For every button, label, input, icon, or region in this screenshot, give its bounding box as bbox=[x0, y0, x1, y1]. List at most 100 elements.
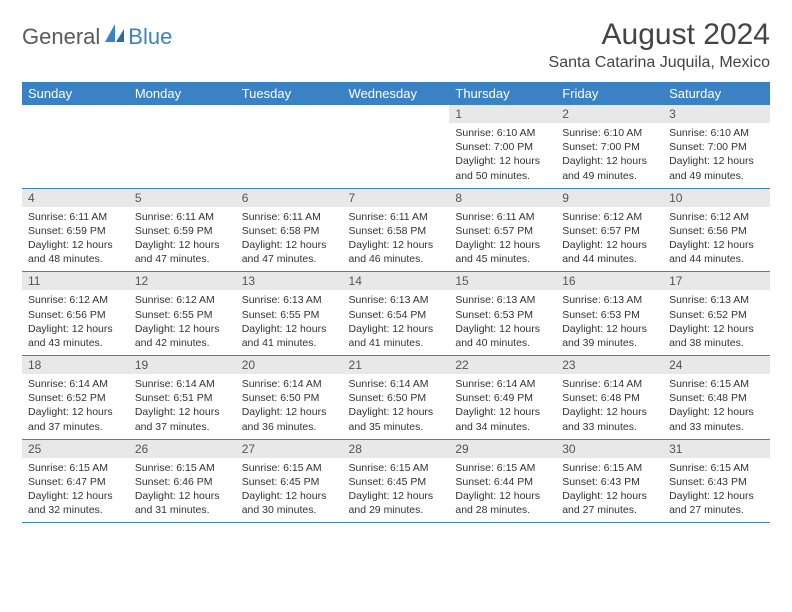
calendar-day-cell bbox=[22, 105, 129, 188]
day-number: 8 bbox=[449, 189, 556, 207]
calendar-day-cell: 26Sunrise: 6:15 AMSunset: 6:46 PMDayligh… bbox=[129, 439, 236, 523]
calendar-day-cell: 19Sunrise: 6:14 AMSunset: 6:51 PMDayligh… bbox=[129, 356, 236, 440]
day-data: Sunrise: 6:15 AMSunset: 6:43 PMDaylight:… bbox=[663, 458, 770, 523]
calendar-week-row: 1Sunrise: 6:10 AMSunset: 7:00 PMDaylight… bbox=[22, 105, 770, 188]
calendar-day-cell bbox=[343, 105, 450, 188]
day-number: 24 bbox=[663, 356, 770, 374]
day-number: 19 bbox=[129, 356, 236, 374]
calendar-day-cell: 18Sunrise: 6:14 AMSunset: 6:52 PMDayligh… bbox=[22, 356, 129, 440]
calendar-day-cell: 8Sunrise: 6:11 AMSunset: 6:57 PMDaylight… bbox=[449, 188, 556, 272]
day-number: 18 bbox=[22, 356, 129, 374]
calendar-day-cell: 17Sunrise: 6:13 AMSunset: 6:52 PMDayligh… bbox=[663, 272, 770, 356]
day-number: 1 bbox=[449, 105, 556, 123]
weekday-header: Thursday bbox=[449, 82, 556, 105]
day-number: 12 bbox=[129, 272, 236, 290]
day-data: Sunrise: 6:14 AMSunset: 6:49 PMDaylight:… bbox=[449, 374, 556, 439]
day-number: 6 bbox=[236, 189, 343, 207]
day-number: 11 bbox=[22, 272, 129, 290]
calendar-day-cell: 10Sunrise: 6:12 AMSunset: 6:56 PMDayligh… bbox=[663, 188, 770, 272]
day-number: 9 bbox=[556, 189, 663, 207]
day-data: Sunrise: 6:14 AMSunset: 6:50 PMDaylight:… bbox=[236, 374, 343, 439]
day-number: 16 bbox=[556, 272, 663, 290]
day-number: 2 bbox=[556, 105, 663, 123]
day-data: Sunrise: 6:11 AMSunset: 6:57 PMDaylight:… bbox=[449, 207, 556, 272]
calendar-day-cell bbox=[236, 105, 343, 188]
day-number: 21 bbox=[343, 356, 450, 374]
weekday-header: Monday bbox=[129, 82, 236, 105]
calendar-week-row: 11Sunrise: 6:12 AMSunset: 6:56 PMDayligh… bbox=[22, 272, 770, 356]
day-data: Sunrise: 6:15 AMSunset: 6:48 PMDaylight:… bbox=[663, 374, 770, 439]
calendar-day-cell: 15Sunrise: 6:13 AMSunset: 6:53 PMDayligh… bbox=[449, 272, 556, 356]
day-data: Sunrise: 6:10 AMSunset: 7:00 PMDaylight:… bbox=[556, 123, 663, 188]
calendar-day-cell: 5Sunrise: 6:11 AMSunset: 6:59 PMDaylight… bbox=[129, 188, 236, 272]
day-data: Sunrise: 6:13 AMSunset: 6:54 PMDaylight:… bbox=[343, 290, 450, 355]
calendar-day-cell: 12Sunrise: 6:12 AMSunset: 6:55 PMDayligh… bbox=[129, 272, 236, 356]
day-data: Sunrise: 6:14 AMSunset: 6:52 PMDaylight:… bbox=[22, 374, 129, 439]
day-number: 3 bbox=[663, 105, 770, 123]
logo-text-blue: Blue bbox=[128, 24, 172, 50]
title-block: August 2024 Santa Catarina Juquila, Mexi… bbox=[549, 18, 770, 72]
day-data: Sunrise: 6:12 AMSunset: 6:55 PMDaylight:… bbox=[129, 290, 236, 355]
day-data: Sunrise: 6:13 AMSunset: 6:52 PMDaylight:… bbox=[663, 290, 770, 355]
weekday-header: Tuesday bbox=[236, 82, 343, 105]
day-data: Sunrise: 6:12 AMSunset: 6:56 PMDaylight:… bbox=[22, 290, 129, 355]
calendar-day-cell: 20Sunrise: 6:14 AMSunset: 6:50 PMDayligh… bbox=[236, 356, 343, 440]
day-data: Sunrise: 6:10 AMSunset: 7:00 PMDaylight:… bbox=[663, 123, 770, 188]
weekday-header: Wednesday bbox=[343, 82, 450, 105]
calendar-day-cell: 2Sunrise: 6:10 AMSunset: 7:00 PMDaylight… bbox=[556, 105, 663, 188]
logo-sail-icon bbox=[104, 23, 126, 48]
day-data: Sunrise: 6:14 AMSunset: 6:48 PMDaylight:… bbox=[556, 374, 663, 439]
day-data: Sunrise: 6:12 AMSunset: 6:57 PMDaylight:… bbox=[556, 207, 663, 272]
calendar-day-cell: 28Sunrise: 6:15 AMSunset: 6:45 PMDayligh… bbox=[343, 439, 450, 523]
day-data: Sunrise: 6:15 AMSunset: 6:45 PMDaylight:… bbox=[236, 458, 343, 523]
calendar-day-cell: 22Sunrise: 6:14 AMSunset: 6:49 PMDayligh… bbox=[449, 356, 556, 440]
day-data: Sunrise: 6:13 AMSunset: 6:53 PMDaylight:… bbox=[449, 290, 556, 355]
calendar-day-cell: 1Sunrise: 6:10 AMSunset: 7:00 PMDaylight… bbox=[449, 105, 556, 188]
day-number: 13 bbox=[236, 272, 343, 290]
day-number: 15 bbox=[449, 272, 556, 290]
day-data: Sunrise: 6:11 AMSunset: 6:58 PMDaylight:… bbox=[343, 207, 450, 272]
weekday-header: Saturday bbox=[663, 82, 770, 105]
location: Santa Catarina Juquila, Mexico bbox=[549, 54, 770, 72]
calendar-day-cell: 24Sunrise: 6:15 AMSunset: 6:48 PMDayligh… bbox=[663, 356, 770, 440]
day-number: 28 bbox=[343, 440, 450, 458]
calendar-day-cell: 11Sunrise: 6:12 AMSunset: 6:56 PMDayligh… bbox=[22, 272, 129, 356]
calendar-day-cell: 6Sunrise: 6:11 AMSunset: 6:58 PMDaylight… bbox=[236, 188, 343, 272]
calendar-week-row: 18Sunrise: 6:14 AMSunset: 6:52 PMDayligh… bbox=[22, 356, 770, 440]
calendar-day-cell: 25Sunrise: 6:15 AMSunset: 6:47 PMDayligh… bbox=[22, 439, 129, 523]
weekday-header: Sunday bbox=[22, 82, 129, 105]
calendar-day-cell: 27Sunrise: 6:15 AMSunset: 6:45 PMDayligh… bbox=[236, 439, 343, 523]
calendar-day-cell: 29Sunrise: 6:15 AMSunset: 6:44 PMDayligh… bbox=[449, 439, 556, 523]
day-number: 5 bbox=[129, 189, 236, 207]
calendar-day-cell: 23Sunrise: 6:14 AMSunset: 6:48 PMDayligh… bbox=[556, 356, 663, 440]
day-data: Sunrise: 6:12 AMSunset: 6:56 PMDaylight:… bbox=[663, 207, 770, 272]
day-number: 27 bbox=[236, 440, 343, 458]
day-number: 7 bbox=[343, 189, 450, 207]
calendar-week-row: 25Sunrise: 6:15 AMSunset: 6:47 PMDayligh… bbox=[22, 439, 770, 523]
calendar-body: 1Sunrise: 6:10 AMSunset: 7:00 PMDaylight… bbox=[22, 105, 770, 523]
day-number: 4 bbox=[22, 189, 129, 207]
calendar-day-cell: 30Sunrise: 6:15 AMSunset: 6:43 PMDayligh… bbox=[556, 439, 663, 523]
day-data: Sunrise: 6:11 AMSunset: 6:59 PMDaylight:… bbox=[22, 207, 129, 272]
weekday-header: Friday bbox=[556, 82, 663, 105]
calendar-day-cell: 4Sunrise: 6:11 AMSunset: 6:59 PMDaylight… bbox=[22, 188, 129, 272]
day-data: Sunrise: 6:11 AMSunset: 6:58 PMDaylight:… bbox=[236, 207, 343, 272]
calendar-day-cell: 21Sunrise: 6:14 AMSunset: 6:50 PMDayligh… bbox=[343, 356, 450, 440]
day-number: 31 bbox=[663, 440, 770, 458]
logo: General Blue bbox=[22, 24, 172, 50]
day-number: 14 bbox=[343, 272, 450, 290]
day-data: Sunrise: 6:10 AMSunset: 7:00 PMDaylight:… bbox=[449, 123, 556, 188]
day-data: Sunrise: 6:14 AMSunset: 6:51 PMDaylight:… bbox=[129, 374, 236, 439]
calendar-day-cell bbox=[129, 105, 236, 188]
day-number: 22 bbox=[449, 356, 556, 374]
day-number: 29 bbox=[449, 440, 556, 458]
day-number: 23 bbox=[556, 356, 663, 374]
day-data: Sunrise: 6:14 AMSunset: 6:50 PMDaylight:… bbox=[343, 374, 450, 439]
day-number: 30 bbox=[556, 440, 663, 458]
calendar-day-cell: 9Sunrise: 6:12 AMSunset: 6:57 PMDaylight… bbox=[556, 188, 663, 272]
calendar-header-row: SundayMondayTuesdayWednesdayThursdayFrid… bbox=[22, 82, 770, 105]
calendar-day-cell: 7Sunrise: 6:11 AMSunset: 6:58 PMDaylight… bbox=[343, 188, 450, 272]
month-title: August 2024 bbox=[549, 18, 770, 52]
calendar-day-cell: 3Sunrise: 6:10 AMSunset: 7:00 PMDaylight… bbox=[663, 105, 770, 188]
day-data: Sunrise: 6:15 AMSunset: 6:46 PMDaylight:… bbox=[129, 458, 236, 523]
